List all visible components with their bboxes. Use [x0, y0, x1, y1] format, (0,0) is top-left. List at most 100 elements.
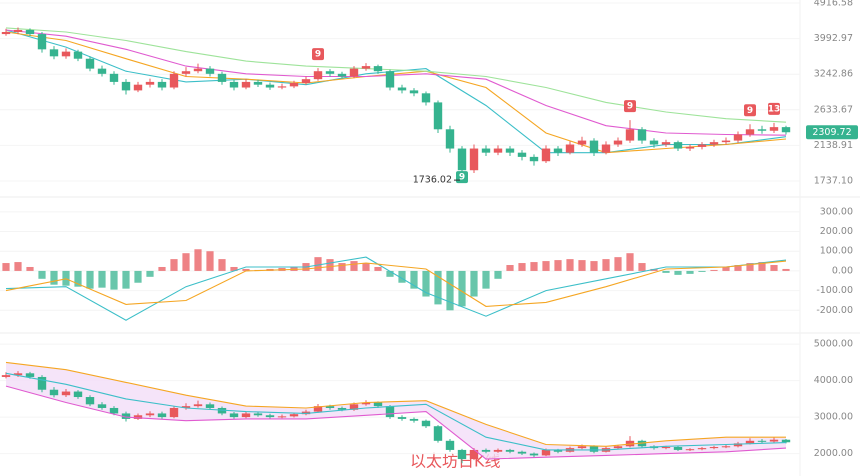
candle-body [337, 73, 347, 77]
macd-bar [14, 262, 22, 271]
candle-body [217, 73, 227, 82]
candle-body [277, 86, 287, 88]
indicator-line [5, 372, 787, 451]
candle-body [625, 129, 635, 141]
candle-body [193, 404, 203, 407]
candle-body [145, 81, 155, 85]
candle-body [481, 148, 491, 153]
candle-body [529, 453, 539, 456]
y-tick-label: 1737.10 [814, 176, 853, 187]
candle-body [37, 376, 47, 390]
candle-body [553, 449, 563, 452]
y-tick-label: 3242.86 [814, 69, 853, 80]
candle-body [25, 373, 35, 377]
candle-body [301, 79, 311, 84]
candle-body [121, 81, 131, 91]
candle-body [445, 440, 455, 450]
y-tick-label: 2000.00 [814, 448, 853, 459]
candle-body [601, 144, 611, 153]
candle-body [517, 152, 527, 157]
macd-bar [2, 263, 10, 271]
macd-bar [50, 270, 58, 285]
macd-bar [386, 270, 394, 277]
candle-body [457, 449, 467, 460]
macd-bar [134, 270, 142, 283]
candle-body [769, 127, 779, 131]
candle-body [673, 447, 683, 450]
candle-body [613, 446, 623, 449]
macd-bar [194, 249, 202, 271]
indicator-line [5, 31, 787, 154]
macd-bar [722, 266, 730, 271]
macd-bar [230, 266, 238, 271]
indicator-line [5, 29, 787, 136]
candle-body [637, 129, 647, 141]
macd-bar [746, 263, 754, 271]
candle-body [709, 447, 719, 449]
macd-bar [218, 259, 226, 271]
y-tick-label: 4916.58 [814, 0, 853, 9]
indicator-line [5, 27, 787, 123]
macd-bar [698, 270, 706, 272]
macd-bar [242, 268, 250, 271]
candle-body [121, 413, 131, 419]
candle-body [73, 391, 83, 398]
candle-body [457, 148, 467, 171]
macd-bar [494, 270, 502, 279]
candle-body [133, 415, 143, 419]
candle-body [481, 449, 491, 452]
candle-body [373, 402, 383, 407]
candle-body [181, 406, 191, 408]
indicator-line [5, 260, 787, 307]
candle-body [373, 66, 383, 72]
macd-bar [578, 260, 586, 271]
y-tick-label: 2633.67 [814, 104, 853, 115]
candle-body [349, 68, 359, 77]
indicator-line [5, 385, 787, 460]
candle-body [49, 389, 59, 396]
macd-bar [734, 265, 742, 271]
candle-body [721, 140, 731, 143]
candle-body [85, 58, 95, 69]
indicator-line [5, 29, 787, 154]
macd-bar [542, 261, 550, 271]
candle-body [433, 102, 443, 130]
candle-body [1, 375, 11, 377]
candle-body [265, 84, 275, 88]
candle-body [361, 66, 371, 69]
macd-bar [326, 259, 334, 271]
y-tick-label: 0.00 [832, 265, 853, 276]
candle-body [169, 73, 179, 88]
candle-body [733, 134, 743, 141]
macd-bar [482, 270, 490, 289]
macd-bar [446, 270, 454, 311]
candle-body [505, 449, 515, 452]
macd-bar [566, 259, 574, 271]
macd-bar [146, 270, 154, 277]
candle-body [385, 406, 395, 418]
candle-body [685, 449, 695, 451]
candle-body [241, 413, 251, 418]
macd-bar [458, 270, 466, 307]
signal-badge [312, 48, 324, 61]
y-tick-label: 300.00 [820, 206, 853, 217]
candle-body [697, 144, 707, 147]
candle-body [13, 29, 23, 33]
candle-body [673, 142, 683, 149]
candle-body [25, 29, 35, 35]
candle-body [697, 448, 707, 450]
macd-bar [554, 260, 562, 271]
signal-label: 9 [459, 173, 465, 183]
candle-body [397, 417, 407, 419]
macd-bar [590, 261, 598, 271]
candle-body [553, 148, 563, 153]
signal-label: 9 [627, 102, 633, 112]
macd-bar [110, 270, 118, 290]
candle-body [109, 407, 119, 414]
candle-body [433, 426, 443, 441]
candle-body [469, 148, 479, 171]
candle-body [589, 140, 599, 153]
y-tick-label: -100.00 [816, 285, 853, 296]
candle-body [169, 407, 179, 418]
